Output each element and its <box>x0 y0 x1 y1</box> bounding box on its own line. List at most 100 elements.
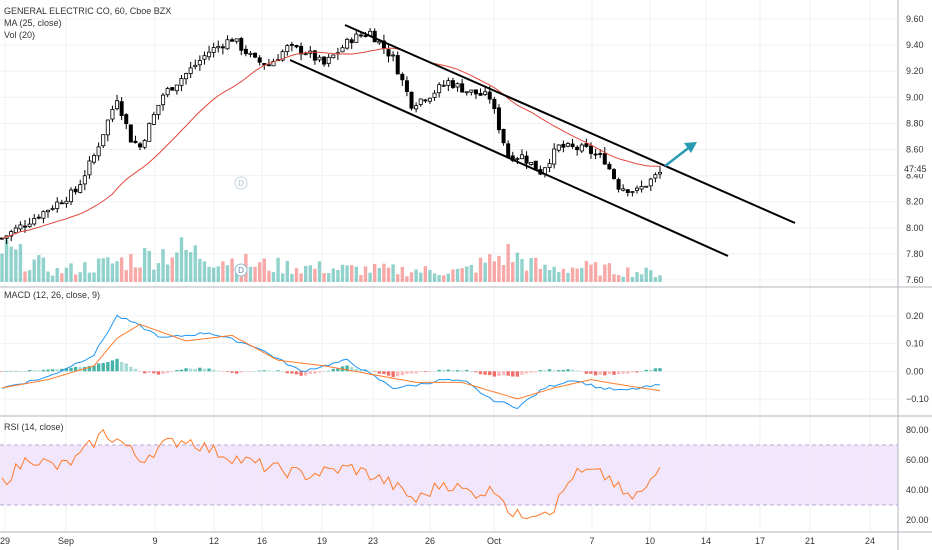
ma-legend[interactable]: MA (25, close) <box>4 18 62 28</box>
candle-body <box>575 146 580 151</box>
volume-legend[interactable]: Vol (20) <box>4 30 35 40</box>
candle-body <box>317 56 322 61</box>
macd-histogram-bar <box>400 371 405 376</box>
volume-bar <box>55 268 59 282</box>
candle-body <box>257 57 262 63</box>
rsi-tick-label: 80.00 <box>906 425 929 435</box>
candle-body <box>161 94 166 106</box>
time-tick-label: Sep <box>58 536 74 546</box>
macd-histogram-bar <box>391 371 395 378</box>
candle-body <box>27 223 32 228</box>
macd-histogram-bar <box>299 371 303 376</box>
candle-body <box>460 83 465 93</box>
macd-histogram-bar <box>207 368 211 372</box>
candle-body <box>487 91 492 100</box>
macd-histogram-bar <box>529 371 533 373</box>
candle-body <box>46 209 51 213</box>
volume-bar <box>193 245 197 282</box>
dividend-marker[interactable]: D <box>234 263 248 277</box>
volume-bar <box>299 273 303 282</box>
volume-bar <box>138 267 142 282</box>
volume-bar <box>133 267 138 282</box>
macd-histogram-bar <box>621 371 625 374</box>
macd-histogram-bar <box>106 362 110 372</box>
volume-bar <box>589 264 593 282</box>
macd-legend[interactable]: MACD (12, 26, close, 9) <box>4 290 100 300</box>
volume-bar <box>331 268 336 282</box>
candle-body <box>303 53 308 56</box>
volume-bar <box>428 269 432 282</box>
macd-histogram-bar <box>520 371 524 375</box>
volume-bar <box>377 267 382 282</box>
candle-body <box>280 51 285 61</box>
macd-histogram-bar <box>198 367 202 372</box>
macd-axis[interactable]: 0.20 0.10 0.00 −0.10 <box>906 311 929 404</box>
candle-body <box>18 224 23 230</box>
macd-histogram-bar <box>506 371 510 376</box>
candle-body <box>234 38 239 42</box>
macd-histogram-bar <box>552 370 556 372</box>
candle-body <box>59 202 64 205</box>
breakout-arrow[interactable] <box>664 142 697 167</box>
volume-bar <box>603 264 607 282</box>
macd-histogram-bar <box>455 370 460 372</box>
candle-body <box>547 163 552 168</box>
candle-body <box>326 56 331 64</box>
candle-body <box>266 64 271 67</box>
volume-bar <box>64 267 69 282</box>
candle-body <box>147 122 152 142</box>
macd-histogram-bar <box>290 371 294 374</box>
macd-histogram-bar <box>616 371 621 375</box>
candle-body <box>110 109 115 120</box>
macd-histogram-bar <box>575 370 579 372</box>
volume-bar <box>92 272 96 282</box>
candle-body <box>69 189 74 203</box>
volume-bar <box>202 261 207 282</box>
volume-bar <box>313 268 317 282</box>
volume-bar <box>303 266 308 282</box>
macd-histogram-bar <box>239 371 243 373</box>
volume-bar <box>32 259 36 282</box>
time-axis[interactable]: 29 Sep 9 12 16 19 23 26 Oct 7 10 14 17 21 24 <box>0 536 875 546</box>
candle-body <box>584 143 589 147</box>
volume-bar <box>455 268 460 282</box>
volume-bar <box>267 270 271 282</box>
macd-histogram-bar <box>152 371 156 374</box>
time-tick-label: 9 <box>152 536 157 546</box>
volume-bar <box>501 265 506 282</box>
macd-histogram-bar <box>419 371 423 372</box>
volume-bar <box>175 252 179 282</box>
volume-bar <box>616 275 621 282</box>
volume-bar <box>216 266 220 282</box>
rsi-legend[interactable]: RSI (14, close) <box>4 422 64 432</box>
candle-body <box>552 148 557 165</box>
candle-body <box>607 163 612 170</box>
volume-bar <box>409 272 414 282</box>
macd-histogram-bar <box>377 371 382 374</box>
candle-body <box>13 227 18 234</box>
volume-bar <box>248 266 253 282</box>
macd-histogram-bar <box>101 362 105 372</box>
macd-histogram-bar <box>331 368 336 372</box>
volume-bar <box>262 258 266 282</box>
candle-body <box>105 119 110 136</box>
macd-histogram-bar <box>612 371 616 375</box>
volume-bar <box>101 258 105 282</box>
macd-histogram-bar <box>598 371 602 375</box>
macd-histogram-bar <box>4 370 9 372</box>
macd-histogram-bar <box>138 371 142 372</box>
channel-upper-line[interactable] <box>344 24 796 224</box>
channel-lower-line[interactable] <box>289 59 729 257</box>
candle-body <box>446 80 451 86</box>
macd-histogram-bar <box>561 369 566 372</box>
rsi-axis[interactable]: 80.00 60.00 40.00 20.00 <box>906 425 929 525</box>
volume-bar <box>234 272 239 282</box>
price-axis[interactable]: 9.60 9.40 9.20 9.00 8.80 8.60 8.40 8.20 8.00 7.80… <box>906 14 924 285</box>
candle-body <box>565 143 570 147</box>
macd-histogram-bar <box>653 368 658 372</box>
candle-body <box>570 143 575 148</box>
volume-bars <box>0 237 662 282</box>
macd-histogram-bar <box>170 371 174 372</box>
dividend-marker-small[interactable]: D <box>234 176 248 190</box>
